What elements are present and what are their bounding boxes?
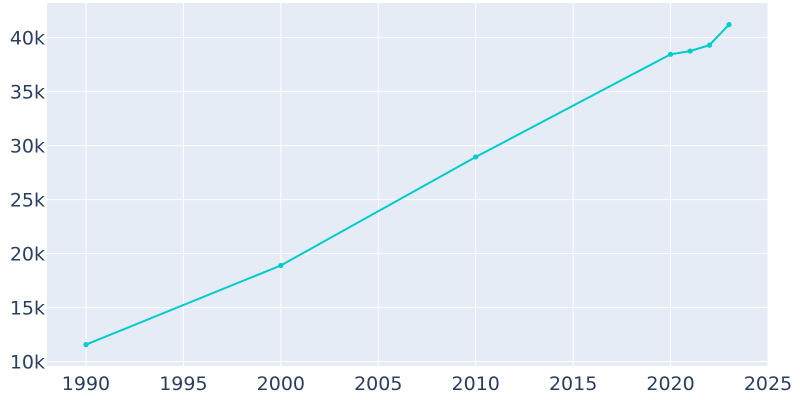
x-tick-label: 2020 xyxy=(646,373,694,395)
y-tick-label: 15k xyxy=(10,298,45,320)
y-axis: 10k 15k 20k 25k 30k 35k 40k xyxy=(10,28,45,374)
x-tick-label: 2005 xyxy=(354,373,402,395)
series-layer xyxy=(83,22,732,348)
x-tick-label: 2010 xyxy=(452,373,500,395)
data-point xyxy=(473,154,479,160)
y-tick-label: 40k xyxy=(10,28,45,50)
x-axis: 1990 1995 2000 2005 2010 2015 2020 2025 xyxy=(62,373,792,395)
x-tick-label: 2025 xyxy=(744,373,792,395)
data-point xyxy=(83,342,89,348)
data-point xyxy=(687,48,693,54)
x-tick-label: 2015 xyxy=(549,373,597,395)
y-tick-label: 20k xyxy=(10,244,45,266)
x-tick-label: 1995 xyxy=(159,373,207,395)
y-tick-label: 35k xyxy=(10,82,45,104)
x-tick-label: 1990 xyxy=(62,373,110,395)
y-tick-label: 10k xyxy=(10,352,45,374)
plot-area xyxy=(47,3,768,366)
y-tick-label: 30k xyxy=(10,136,45,158)
x-tick-label: 2000 xyxy=(257,373,305,395)
data-point xyxy=(706,42,713,48)
y-tick-label: 25k xyxy=(10,190,45,212)
gridlines xyxy=(47,3,769,366)
data-point xyxy=(667,51,674,57)
data-point xyxy=(726,22,732,28)
data-point xyxy=(278,262,284,269)
